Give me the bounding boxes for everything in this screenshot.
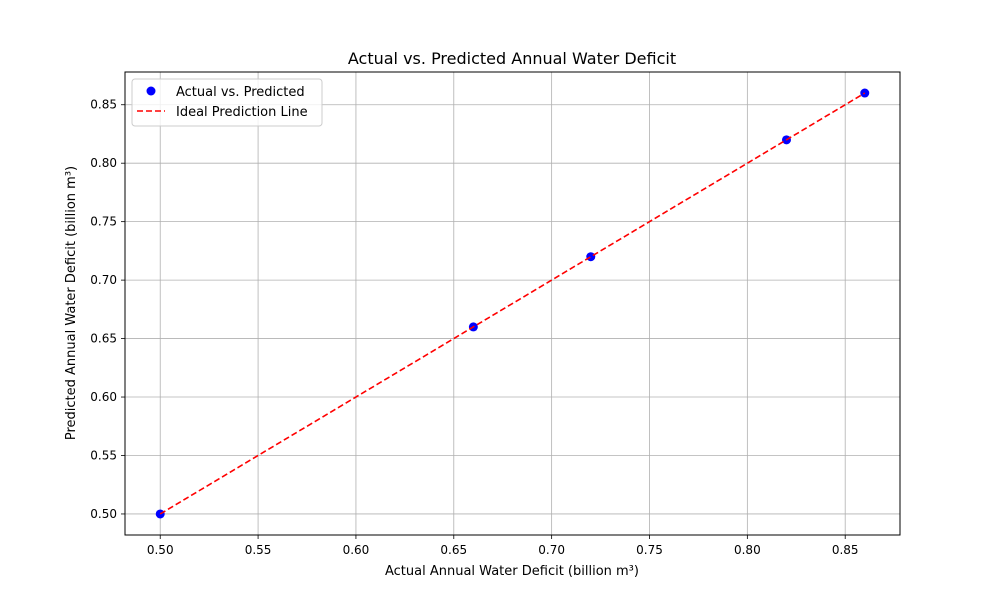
- plot-series: [155, 88, 870, 519]
- scatter-point: [860, 88, 870, 98]
- axes-frame: [124, 71, 901, 536]
- x-tick-label: 0.70: [538, 543, 565, 557]
- x-tick-label: 0.55: [245, 543, 272, 557]
- y-tick-label: 0.60: [90, 390, 117, 404]
- legend-label-line: Ideal Prediction Line: [176, 105, 308, 120]
- legend-marker-scatter: [146, 86, 156, 96]
- y-tick-label: 0.55: [90, 448, 117, 462]
- x-axis-label: Actual Annual Water Deficit (billion m³): [385, 564, 639, 579]
- ideal-prediction-line: [159, 92, 866, 515]
- y-tick-label: 0.65: [90, 332, 117, 346]
- x-tick-label: 0.75: [636, 543, 663, 557]
- x-tick-label: 0.50: [147, 543, 174, 557]
- legend: Actual vs. Predicted Ideal Prediction Li…: [131, 78, 323, 127]
- y-tick-label: 0.70: [90, 273, 117, 287]
- x-tick-label: 0.80: [734, 543, 761, 557]
- x-tick-label: 0.65: [440, 543, 467, 557]
- y-tick-label: 0.50: [90, 507, 117, 521]
- x-tick-label: 0.60: [343, 543, 370, 557]
- x-tick-label: 0.85: [832, 543, 859, 557]
- y-axis-label: Predicted Annual Water Deficit (billion …: [64, 166, 79, 440]
- scatter-point: [586, 252, 596, 262]
- y-tick-label: 0.85: [90, 98, 117, 112]
- y-tick-label: 0.75: [90, 215, 117, 229]
- grid: [125, 72, 900, 535]
- y-tick-label: 0.80: [90, 156, 117, 170]
- legend-label-scatter: Actual vs. Predicted: [176, 85, 305, 100]
- legend-box: [131, 78, 323, 127]
- chart-title: Actual vs. Predicted Annual Water Defici…: [348, 49, 676, 68]
- axis-ticks: 0.50 0.55 0.60 0.65 0.70 0.75 0.80 0.85 0.50 0.55…: [90, 98, 858, 557]
